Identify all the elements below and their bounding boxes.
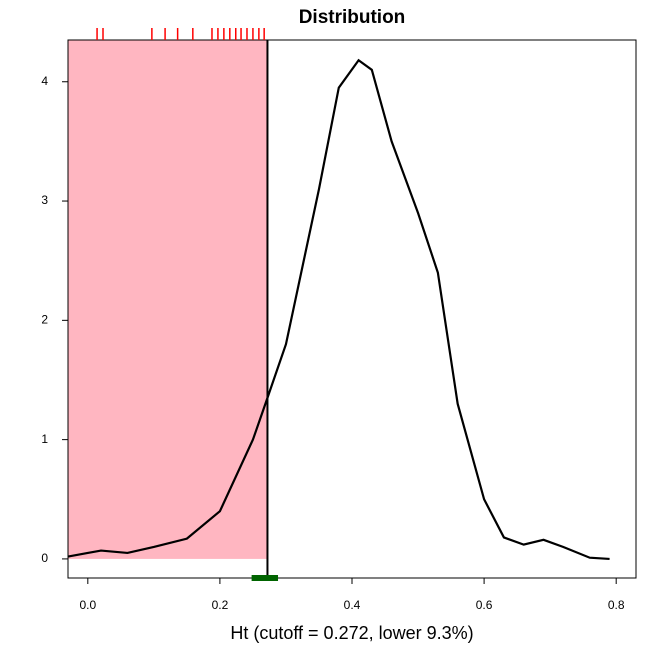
- y-tick-label: 3: [41, 193, 48, 207]
- y-tick-label: 1: [41, 432, 48, 446]
- x-tick-label: 0.8: [608, 598, 625, 612]
- y-tick-label: 4: [41, 74, 48, 88]
- x-tick-label: 0.4: [344, 598, 361, 612]
- x-tick-label: 0.2: [212, 598, 229, 612]
- x-tick-label: 0.6: [476, 598, 493, 612]
- x-axis-label: Ht (cutoff = 0.272, lower 9.3%): [230, 623, 473, 643]
- y-tick-label: 2: [41, 313, 48, 327]
- chart-title: Distribution: [299, 7, 406, 28]
- lower-region: [68, 40, 268, 559]
- x-tick-label: 0.0: [79, 598, 96, 612]
- density-line: [67, 58, 610, 561]
- y-tick-label: 0: [41, 551, 48, 565]
